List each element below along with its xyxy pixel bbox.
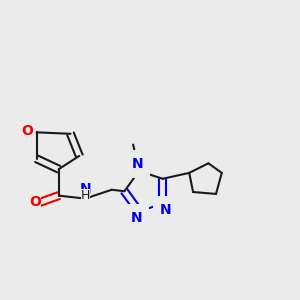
Text: N: N: [80, 182, 91, 196]
Text: N: N: [132, 157, 143, 171]
Text: N: N: [160, 203, 172, 217]
Text: O: O: [29, 194, 41, 208]
Text: H: H: [80, 189, 90, 203]
Text: N: N: [130, 211, 142, 225]
Text: O: O: [21, 124, 33, 138]
